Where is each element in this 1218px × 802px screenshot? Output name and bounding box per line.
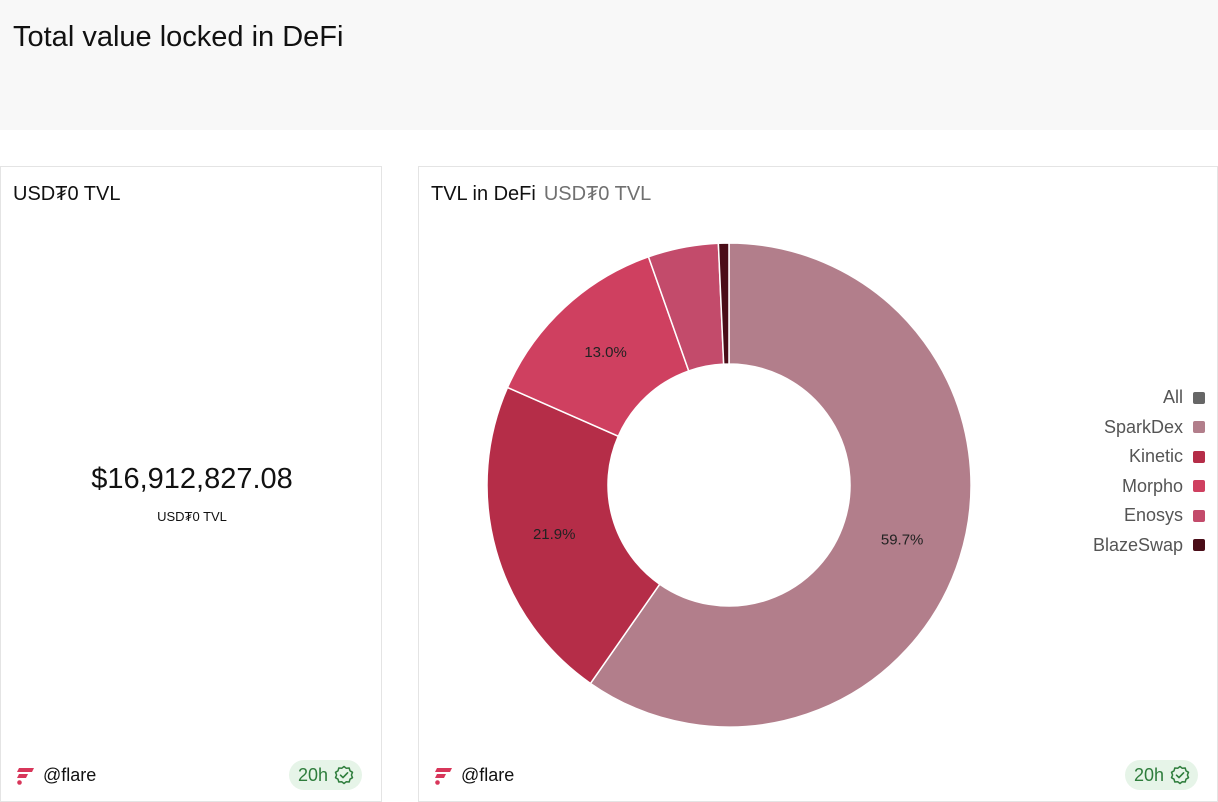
freshness-label: 20h xyxy=(1134,764,1165,785)
legend-swatch xyxy=(1193,421,1205,434)
legend-label: SparkDex xyxy=(1103,416,1183,437)
slice-label-morpho: 13.0% xyxy=(584,344,627,361)
freshness-badge[interactable]: 20h xyxy=(289,760,363,790)
donut-slice-kinetic[interactable] xyxy=(486,386,661,685)
page-title: Total value locked in DeFi xyxy=(13,21,344,53)
tvl-value: $16,912,827.08 xyxy=(91,463,293,495)
defi-card-title-row: TVL in DeFi USD₮0 TVL xyxy=(431,183,651,206)
legend-label: Enosys xyxy=(1123,505,1183,526)
legend-item-enosys[interactable]: Enosys xyxy=(1124,501,1205,531)
donut-slice-blazeswap[interactable] xyxy=(717,242,730,365)
defi-card-subtitle: USD₮0 TVL xyxy=(543,183,652,205)
slice-label-sparkdex: 59.7% xyxy=(881,531,924,548)
freshness-label: 20h xyxy=(298,764,329,785)
brand-link[interactable]: @flare xyxy=(17,765,96,786)
tvl-value-label: USD₮0 TVL xyxy=(157,509,227,524)
legend-item-morpho[interactable]: Morpho xyxy=(1122,472,1205,502)
tvl-card-title: USD₮0 TVL xyxy=(13,183,121,205)
verified-check-icon xyxy=(1170,765,1190,785)
legend-item-blazeswap[interactable]: BlazeSwap xyxy=(1093,531,1205,561)
flare-logo-icon xyxy=(17,767,34,785)
legend-swatch xyxy=(1193,509,1205,522)
donut-slice-morpho[interactable] xyxy=(506,255,690,438)
slice-label-kinetic: 21.9% xyxy=(533,526,576,543)
legend-item-sparkdex[interactable]: SparkDex xyxy=(1104,413,1205,443)
legend-label: All xyxy=(1162,387,1183,408)
brand-label: @flare xyxy=(43,765,97,785)
legend-label: Kinetic xyxy=(1128,446,1183,467)
donut-slice-sparkdex[interactable] xyxy=(589,242,972,728)
verified-check-icon xyxy=(334,765,354,785)
legend-item-kinetic[interactable]: Kinetic xyxy=(1129,442,1205,472)
brand-link[interactable]: @flare xyxy=(435,765,514,786)
defi-card-title: TVL in DeFi xyxy=(431,183,536,205)
donut-chart: 59.7% 21.9% 13.0% xyxy=(486,242,972,728)
legend-label: Morpho xyxy=(1121,475,1183,496)
legend-label: BlazeSwap xyxy=(1092,534,1183,555)
freshness-badge[interactable]: 20h xyxy=(1125,760,1199,790)
legend-swatch xyxy=(1193,480,1205,493)
brand-label: @flare xyxy=(461,765,515,785)
legend-swatch xyxy=(1193,391,1205,404)
legend-swatch xyxy=(1193,539,1205,552)
page-header: Total value locked in DeFi xyxy=(0,0,1218,130)
legend-item-all[interactable]: All xyxy=(1163,383,1205,413)
defi-card: TVL in DeFi USD₮0 TVL 59.7% 21.9% 13.0% All… xyxy=(418,166,1218,802)
tvl-card: USD₮0 TVL $16,912,827.08 USD₮0 TVL @flar… xyxy=(0,166,382,802)
legend-swatch xyxy=(1193,450,1205,463)
chart-legend: All SparkDex Kinetic Morpho Enosys BlazeSwap xyxy=(1093,383,1205,560)
flare-logo-icon xyxy=(435,767,452,785)
